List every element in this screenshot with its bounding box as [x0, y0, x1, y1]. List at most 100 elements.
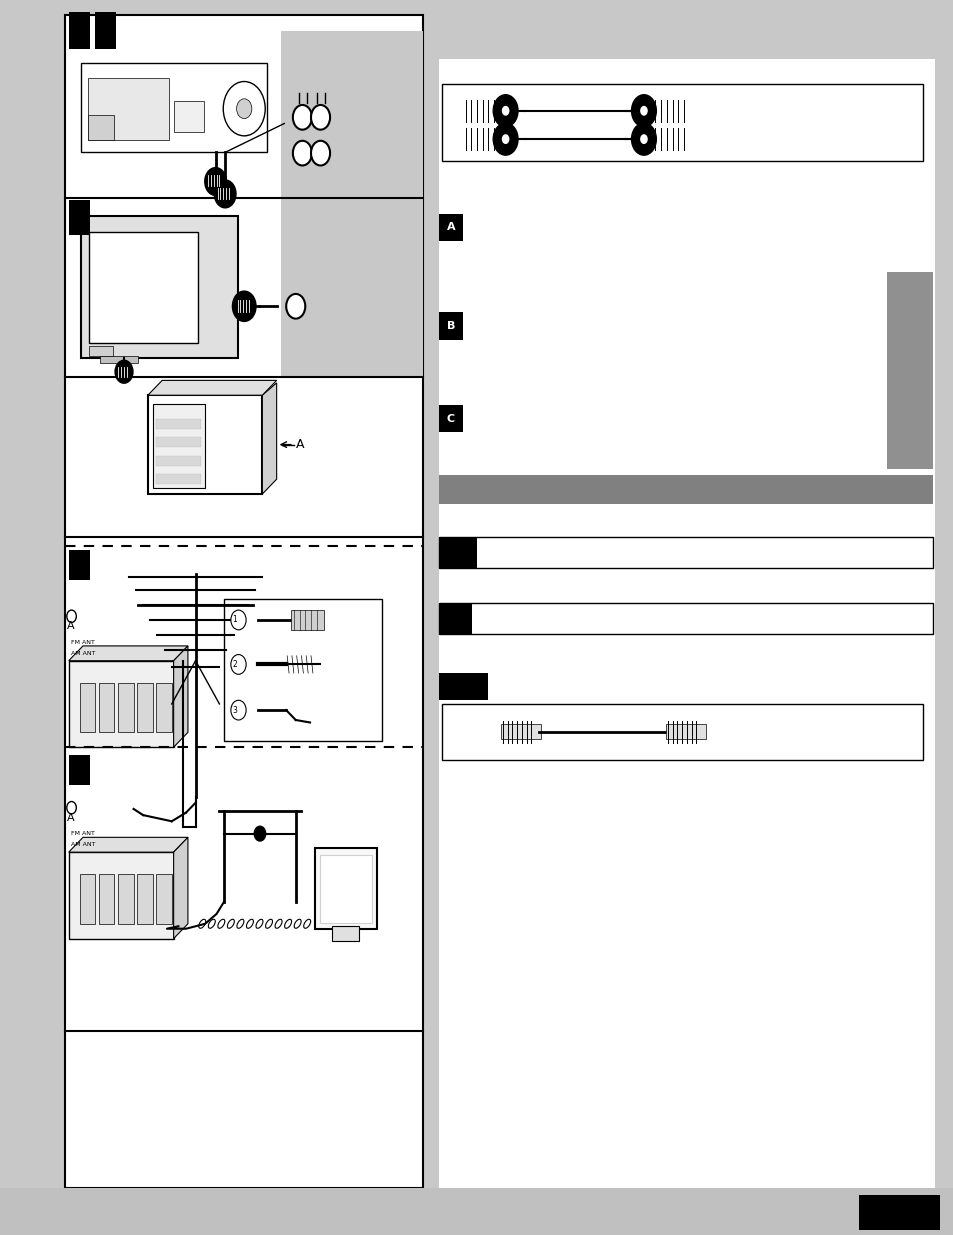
Bar — [500, 724, 540, 739]
Bar — [80, 874, 95, 924]
Text: FM ANT: FM ANT — [71, 831, 94, 836]
Circle shape — [223, 82, 265, 136]
Bar — [69, 200, 90, 235]
Circle shape — [311, 141, 330, 165]
Bar — [69, 755, 90, 785]
Bar — [441, 704, 923, 760]
Bar — [438, 214, 462, 241]
Circle shape — [205, 168, 226, 195]
Bar — [137, 683, 152, 732]
Bar — [88, 78, 169, 140]
Bar — [137, 874, 152, 924]
Text: A: A — [67, 813, 74, 823]
Circle shape — [311, 105, 330, 130]
Circle shape — [501, 135, 509, 144]
Bar — [148, 395, 262, 494]
Bar — [152, 404, 205, 488]
Bar — [80, 683, 95, 732]
Bar — [100, 356, 138, 363]
Bar — [886, 272, 932, 469]
Polygon shape — [69, 646, 188, 661]
Circle shape — [115, 361, 132, 383]
Bar — [319, 855, 372, 923]
Circle shape — [639, 106, 647, 116]
Bar — [155, 474, 201, 484]
Text: A: A — [295, 438, 304, 451]
Bar — [69, 550, 90, 580]
Bar — [89, 232, 198, 343]
Bar — [438, 15, 934, 1188]
Bar — [118, 874, 133, 924]
Circle shape — [67, 802, 76, 814]
Bar — [438, 603, 472, 634]
Bar — [99, 874, 114, 924]
Text: 3: 3 — [232, 705, 237, 715]
Text: A: A — [446, 222, 455, 232]
Bar — [155, 456, 201, 466]
Polygon shape — [262, 383, 276, 494]
Circle shape — [67, 610, 76, 622]
Bar — [65, 15, 422, 1188]
Text: AM ANT: AM ANT — [71, 842, 95, 847]
Circle shape — [231, 610, 246, 630]
Polygon shape — [173, 837, 188, 939]
Polygon shape — [69, 837, 188, 852]
Bar — [291, 610, 324, 630]
Circle shape — [231, 655, 246, 674]
Circle shape — [236, 99, 252, 119]
Bar — [438, 475, 932, 504]
Bar — [665, 724, 705, 739]
Circle shape — [631, 124, 656, 156]
Polygon shape — [173, 646, 188, 747]
Text: A: A — [67, 621, 74, 631]
Circle shape — [493, 95, 517, 127]
Bar — [281, 198, 422, 377]
Bar — [0, 1188, 953, 1235]
Circle shape — [631, 95, 656, 127]
Text: FM ANT: FM ANT — [71, 640, 94, 645]
Circle shape — [493, 124, 517, 156]
Bar — [438, 603, 932, 634]
Bar — [81, 216, 238, 358]
Bar — [155, 419, 201, 429]
Text: 1: 1 — [233, 615, 236, 625]
Text: 2: 2 — [233, 659, 236, 669]
Bar — [81, 63, 267, 152]
Bar — [89, 346, 112, 356]
Bar — [156, 874, 172, 924]
Bar — [224, 599, 381, 741]
Bar — [438, 537, 932, 568]
Bar — [438, 673, 488, 700]
Circle shape — [214, 180, 235, 207]
Circle shape — [639, 135, 647, 144]
Bar — [95, 12, 116, 49]
Bar — [438, 405, 462, 432]
Bar — [99, 683, 114, 732]
Bar — [438, 12, 934, 59]
Bar — [88, 115, 114, 140]
Text: B: B — [446, 321, 455, 331]
Bar — [438, 312, 462, 340]
Bar — [156, 683, 172, 732]
Polygon shape — [148, 380, 276, 395]
Bar — [69, 12, 90, 49]
Bar — [155, 437, 201, 447]
Circle shape — [293, 105, 312, 130]
Bar — [441, 84, 923, 161]
Bar — [314, 848, 376, 929]
Bar — [858, 1195, 939, 1230]
Circle shape — [286, 294, 305, 319]
Text: C: C — [446, 414, 455, 424]
Text: AM ANT: AM ANT — [71, 651, 95, 656]
Circle shape — [501, 106, 509, 116]
Circle shape — [233, 291, 255, 321]
Bar — [281, 31, 422, 198]
Circle shape — [293, 141, 312, 165]
Bar — [173, 101, 204, 132]
Circle shape — [231, 700, 246, 720]
Circle shape — [253, 826, 265, 841]
Bar — [69, 661, 173, 747]
Bar — [69, 852, 173, 939]
Bar — [118, 683, 133, 732]
Bar — [438, 537, 476, 568]
